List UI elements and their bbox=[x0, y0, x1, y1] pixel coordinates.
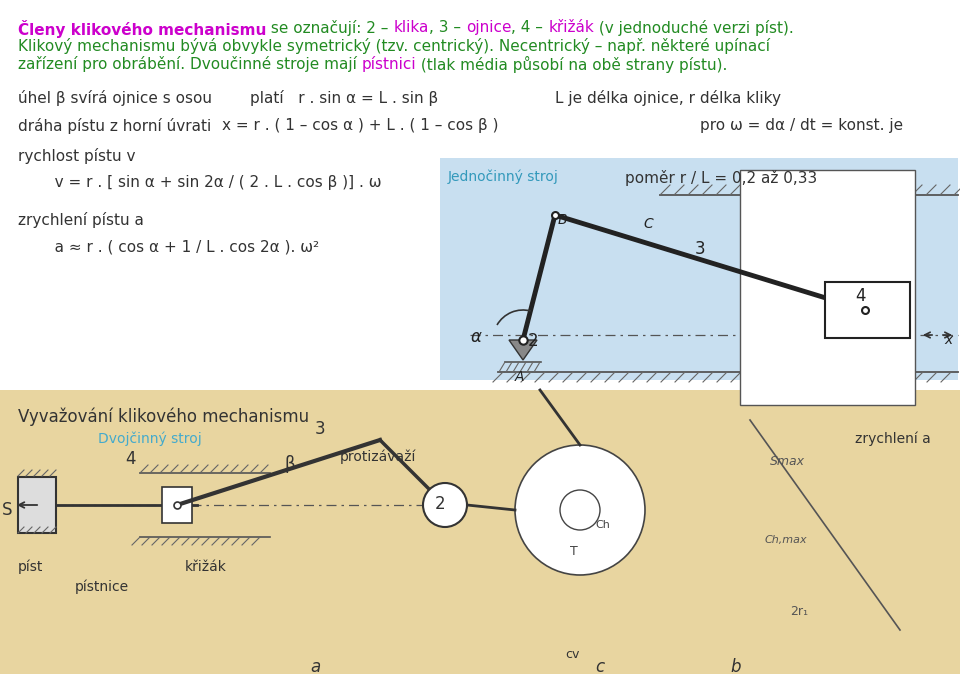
Text: Ch,max: Ch,max bbox=[765, 535, 807, 545]
Text: C: C bbox=[643, 217, 653, 231]
Text: rychlost pístu v: rychlost pístu v bbox=[18, 148, 135, 164]
Text: β: β bbox=[285, 455, 296, 473]
Text: Dvojčinný stroj: Dvojčinný stroj bbox=[98, 432, 202, 446]
Circle shape bbox=[560, 490, 600, 530]
Text: platí   r . sin α = L . sin β: platí r . sin α = L . sin β bbox=[250, 90, 439, 106]
Text: pístnici: pístnici bbox=[362, 56, 417, 72]
Text: se označují: 2 –: se označují: 2 – bbox=[266, 20, 394, 36]
Bar bbox=[740, 170, 915, 405]
Text: ojnice: ojnice bbox=[466, 20, 512, 35]
Text: B: B bbox=[558, 213, 567, 227]
Text: v = r . [ sin α + sin 2α / ( 2 . L . cos β )] . ω: v = r . [ sin α + sin 2α / ( 2 . L . cos… bbox=[40, 175, 381, 190]
Text: poměr r / L = 0,2 až 0,33: poměr r / L = 0,2 až 0,33 bbox=[625, 170, 817, 186]
Text: pro ω = dα / dt = konst. je: pro ω = dα / dt = konst. je bbox=[700, 118, 903, 133]
Text: cv: cv bbox=[565, 648, 580, 661]
Text: křižák: křižák bbox=[185, 560, 227, 574]
Text: (tlak média působí na obě strany pístu).: (tlak média působí na obě strany pístu). bbox=[417, 56, 728, 73]
Text: zrychlení pístu a: zrychlení pístu a bbox=[18, 212, 144, 228]
Text: Vyvažování klikového mechanismu: Vyvažování klikového mechanismu bbox=[18, 408, 309, 427]
Text: x = r . ( 1 – cos α ) + L . ( 1 – cos β ): x = r . ( 1 – cos α ) + L . ( 1 – cos β … bbox=[222, 118, 498, 133]
Text: protizávaží: protizávaží bbox=[340, 450, 417, 464]
Text: A: A bbox=[515, 370, 524, 384]
Polygon shape bbox=[509, 340, 537, 360]
Text: , 3 –: , 3 – bbox=[429, 20, 466, 35]
Text: zařízení pro obrábění. Dvoučinné stroje mají: zařízení pro obrábění. Dvoučinné stroje … bbox=[18, 56, 362, 72]
Text: S: S bbox=[2, 501, 12, 519]
Text: 3: 3 bbox=[315, 420, 325, 438]
Text: c: c bbox=[595, 658, 604, 674]
Text: Jednočinný stroj: Jednočinný stroj bbox=[448, 170, 559, 185]
Text: Členy klikového mechanismu: Členy klikového mechanismu bbox=[18, 20, 266, 38]
Bar bbox=[18, 477, 56, 533]
Text: Ch: Ch bbox=[595, 520, 610, 530]
Text: píst: píst bbox=[18, 560, 43, 574]
Text: b: b bbox=[730, 658, 740, 674]
Text: pístnice: pístnice bbox=[75, 580, 130, 594]
Text: T: T bbox=[570, 545, 578, 558]
Text: Klikový mechanismu bývá obvykle symetrický (tzv. centrický). Necentrický – např.: Klikový mechanismu bývá obvykle symetric… bbox=[18, 38, 770, 54]
Text: 2: 2 bbox=[528, 332, 539, 350]
Text: 3: 3 bbox=[695, 240, 706, 258]
Bar bbox=[825, 282, 910, 338]
Text: 2r₁: 2r₁ bbox=[790, 605, 808, 618]
Bar bbox=[440, 158, 958, 380]
Text: úhel β svírá ojnice s osou: úhel β svírá ojnice s osou bbox=[18, 90, 212, 106]
Circle shape bbox=[515, 445, 645, 575]
Text: 2: 2 bbox=[435, 495, 445, 513]
Text: dráha pístu z horní úvrati: dráha pístu z horní úvrati bbox=[18, 118, 211, 134]
Text: x: x bbox=[944, 333, 952, 347]
Circle shape bbox=[423, 483, 467, 527]
Text: a ≈ r . ( cos α + 1 / L . cos 2α ). ω²: a ≈ r . ( cos α + 1 / L . cos 2α ). ω² bbox=[40, 240, 319, 255]
Text: (v jednoduché verzi píst).: (v jednoduché verzi píst). bbox=[594, 20, 794, 36]
Bar bbox=[162, 487, 192, 523]
Text: L je délka ojnice, r délka kliky: L je délka ojnice, r délka kliky bbox=[555, 90, 781, 106]
Bar bbox=[0, 390, 960, 674]
Text: , 4 –: , 4 – bbox=[512, 20, 548, 35]
Text: klika: klika bbox=[394, 20, 429, 35]
Text: zrychlení a: zrychlení a bbox=[855, 432, 931, 446]
Text: a: a bbox=[310, 658, 321, 674]
Text: α: α bbox=[471, 328, 482, 346]
Text: 4: 4 bbox=[855, 287, 866, 305]
Text: Smax: Smax bbox=[770, 455, 805, 468]
Text: křižák: křižák bbox=[548, 20, 594, 35]
Text: 4: 4 bbox=[125, 450, 135, 468]
